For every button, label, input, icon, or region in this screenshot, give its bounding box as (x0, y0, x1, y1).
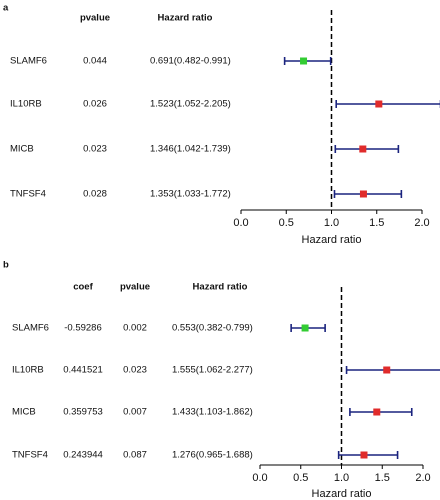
cell: 1.523(1.052-2.205) (150, 99, 231, 110)
row-label: IL10RB (10, 99, 42, 110)
row-label: SLAMF6 (10, 56, 47, 67)
column-header: Hazard ratio (193, 282, 248, 293)
x-tick-label: 1.5 (369, 217, 384, 229)
x-tick-label: 0.0 (252, 472, 267, 484)
row-label: MICB (10, 144, 34, 155)
column-header: pvalue (80, 13, 110, 24)
cell: 0.023 (83, 144, 107, 155)
cell: 0.026 (83, 99, 107, 110)
row-label: MICB (12, 407, 36, 418)
point-estimate (359, 190, 367, 198)
cell: 0.023 (123, 365, 147, 376)
panel-label: b (3, 260, 9, 271)
cell: 0.553(0.382-0.799) (172, 323, 253, 334)
cell: 0.691(0.482-0.991) (150, 56, 231, 67)
row-label: IL10RB (12, 365, 44, 376)
x-axis-label: Hazard ratio (312, 488, 372, 500)
column-header: Hazard ratio (158, 13, 213, 24)
cell: 1.555(1.062-2.277) (172, 365, 253, 376)
point-estimate (301, 324, 309, 332)
cell: 0.359753 (63, 407, 103, 418)
cell: 0.044 (83, 56, 107, 67)
point-estimate (375, 100, 383, 108)
x-axis-label: Hazard ratio (302, 234, 362, 246)
x-tick-label: 1.0 (334, 472, 349, 484)
x-tick-label: 0.0 (233, 217, 248, 229)
cell: 0.441521 (63, 365, 103, 376)
x-tick-label: 0.5 (293, 472, 308, 484)
point-estimate (359, 145, 367, 153)
row-label: TNFSF4 (10, 189, 46, 200)
cell: 1.433(1.103-1.862) (172, 407, 253, 418)
cell: 0.028 (83, 189, 107, 200)
x-tick-label: 1.5 (375, 472, 390, 484)
x-tick-label: 1.0 (324, 217, 339, 229)
x-tick-label: 0.5 (279, 217, 294, 229)
point-estimate (360, 451, 368, 459)
column-header: pvalue (120, 282, 150, 293)
cell: 1.353(1.033-1.772) (150, 189, 231, 200)
cell: -0.59286 (64, 323, 102, 334)
row-label: TNFSF4 (12, 450, 48, 461)
point-estimate (300, 57, 308, 65)
x-tick-label: 2.0 (415, 472, 430, 484)
cell: 0.243944 (63, 450, 103, 461)
x-tick-label: 2.0 (414, 217, 429, 229)
panel-label: a (3, 3, 9, 14)
row-label: SLAMF6 (12, 323, 49, 334)
cell: 0.007 (123, 407, 147, 418)
cell: 0.002 (123, 323, 147, 334)
point-estimate (373, 408, 381, 416)
point-estimate (383, 366, 391, 374)
column-header: coef (73, 282, 93, 293)
cell: 0.087 (123, 450, 147, 461)
cell: 1.346(1.042-1.739) (150, 144, 231, 155)
cell: 1.276(0.965-1.688) (172, 450, 253, 461)
